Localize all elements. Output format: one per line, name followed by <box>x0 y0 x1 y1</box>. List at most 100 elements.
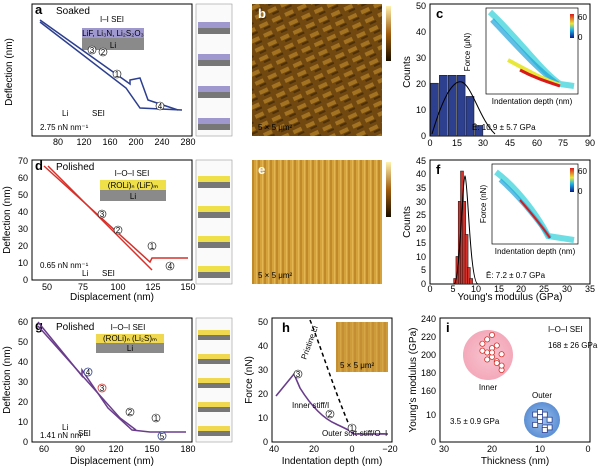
svg-text:50: 50 <box>416 1 426 11</box>
svg-text:I–I SEI: I–I SEI <box>100 15 124 24</box>
inner-point <box>498 362 505 369</box>
svg-text:4: 4 <box>158 102 163 111</box>
panel-letter: f <box>436 162 441 177</box>
svg-text:75: 75 <box>78 282 88 292</box>
svg-text:50: 50 <box>258 317 268 327</box>
svg-text:30: 30 <box>416 53 426 63</box>
svg-text:90: 90 <box>75 444 85 454</box>
svg-text:1: 1 <box>154 414 159 423</box>
svg-text:10: 10 <box>416 105 426 115</box>
retract-curve <box>37 325 137 431</box>
outer-value: 3.5 ± 0.9 GPa <box>450 417 500 426</box>
plot-frame <box>31 159 193 281</box>
panel-a: a Soaked Deflection (nm) 280 240 200 160… <box>4 2 233 147</box>
inner-point <box>484 336 491 343</box>
svg-text:Li: Li <box>130 192 136 201</box>
svg-text:40: 40 <box>416 27 426 37</box>
svg-text:3: 3 <box>100 210 105 219</box>
svg-text:0: 0 <box>23 437 28 447</box>
plot-frame <box>429 3 591 137</box>
svg-text:20: 20 <box>258 389 268 399</box>
svg-text:0: 0 <box>349 444 354 454</box>
svg-text:60: 60 <box>39 444 49 454</box>
svg-text:(ROLi)ₙ (Li₂S)ₘ: (ROLi)ₙ (Li₂S)ₘ <box>103 334 157 343</box>
inner-point <box>484 356 491 363</box>
svg-text:35: 35 <box>416 183 426 193</box>
svg-text:75: 75 <box>558 138 568 148</box>
svg-text:60: 60 <box>18 317 28 327</box>
svg-text:0: 0 <box>427 138 432 148</box>
y-axis-label: Deflection (nm) <box>2 346 13 414</box>
histogram-bar <box>439 75 448 137</box>
scatter-points <box>479 331 553 433</box>
svg-text:20: 20 <box>18 397 28 407</box>
inner-label: Inner <box>479 383 498 392</box>
y-ticks: 0 10 20 30 40 50 60 70 <box>18 156 28 285</box>
svg-text:100: 100 <box>110 282 125 292</box>
svg-text:2: 2 <box>128 408 133 417</box>
svg-text:40: 40 <box>18 207 28 217</box>
panel-letter: g <box>35 318 43 333</box>
y-ticks: 0 10 20 30 40 50 <box>258 317 268 447</box>
svg-text:5: 5 <box>421 265 426 275</box>
inner-value: 168 ± 26 GPa <box>548 341 598 350</box>
afm-image <box>252 4 382 136</box>
svg-text:30: 30 <box>416 197 426 207</box>
li-label: Li <box>62 109 68 118</box>
svg-text:25: 25 <box>539 284 549 294</box>
y-axis-label: Counts <box>402 206 413 238</box>
histogram-bar <box>467 267 471 285</box>
svg-text:45: 45 <box>505 138 515 148</box>
sei-legend: I–I SEI LiF, Li₃N, Li₂S₂O₃ Li <box>82 15 144 50</box>
pristine-label: Pristine Li <box>299 324 320 360</box>
svg-text:0: 0 <box>585 444 590 454</box>
svg-text:3: 3 <box>100 384 105 393</box>
x-axis-label: Displacement (nm) <box>70 292 154 303</box>
y-ticks: 0 10 20 30 40 50 <box>416 1 426 141</box>
svg-text:160: 160 <box>102 137 117 147</box>
svg-text:20: 20 <box>416 224 426 234</box>
sei-label: SEI <box>78 429 91 438</box>
svg-text:Force (nN): Force (nN) <box>479 185 488 224</box>
svg-text:50: 50 <box>42 282 52 292</box>
outer-label: Outer soft-stiff/O–I <box>322 429 387 438</box>
li-label: Li <box>62 423 68 432</box>
fit-curve <box>453 175 479 285</box>
modulus-label: Ē: 10.9 ± 5.7 GPa <box>472 123 536 132</box>
panel-letter: i <box>446 320 450 335</box>
svg-text:3: 3 <box>90 46 95 55</box>
step-markers: 1 2 3 4 <box>87 45 165 111</box>
fit-curve <box>431 81 496 135</box>
y-ticks: 0 10 20 30 40 50 60 <box>18 317 28 447</box>
inner-label: Inner stiff/I <box>292 401 329 410</box>
svg-text:40: 40 <box>269 444 279 454</box>
svg-text:10: 10 <box>535 444 545 454</box>
svg-text:−20: −20 <box>382 444 397 454</box>
condition-label: Polished <box>56 162 94 173</box>
inner-point <box>493 359 500 366</box>
svg-text:60: 60 <box>578 13 587 22</box>
svg-text:2: 2 <box>101 48 106 57</box>
svg-text:160: 160 <box>421 386 436 396</box>
svg-text:30: 30 <box>18 377 28 387</box>
panel-i: i Young's modulus (GPa) Thickness (nm) 0… <box>408 314 598 467</box>
inset: Indentation depth (nm) Force (μN) 60 0 <box>463 7 587 106</box>
outer-label: Outer <box>532 391 552 400</box>
svg-text:2: 2 <box>328 410 333 419</box>
sei-legend: I–O–I SEI (ROLi)ₙ (LiF)ₘ Li <box>100 169 166 201</box>
panel-b: b 5 × 5 μm² <box>252 4 391 136</box>
svg-text:20: 20 <box>309 444 319 454</box>
histogram-bar <box>474 125 484 137</box>
svg-text:30: 30 <box>439 444 449 454</box>
svg-text:30: 30 <box>18 224 28 234</box>
svg-text:40: 40 <box>416 169 426 179</box>
y-ticks: 0 10 160 180 200 220 240 <box>421 314 436 447</box>
svg-text:10: 10 <box>426 410 436 420</box>
histogram-bar <box>456 75 466 137</box>
svg-text:15: 15 <box>494 284 504 294</box>
svg-text:280: 280 <box>180 137 195 147</box>
svg-text:10: 10 <box>18 258 28 268</box>
svg-text:240: 240 <box>421 314 436 324</box>
svg-text:I–O–I SEI: I–O–I SEI <box>111 323 146 332</box>
inner-point <box>479 347 486 354</box>
